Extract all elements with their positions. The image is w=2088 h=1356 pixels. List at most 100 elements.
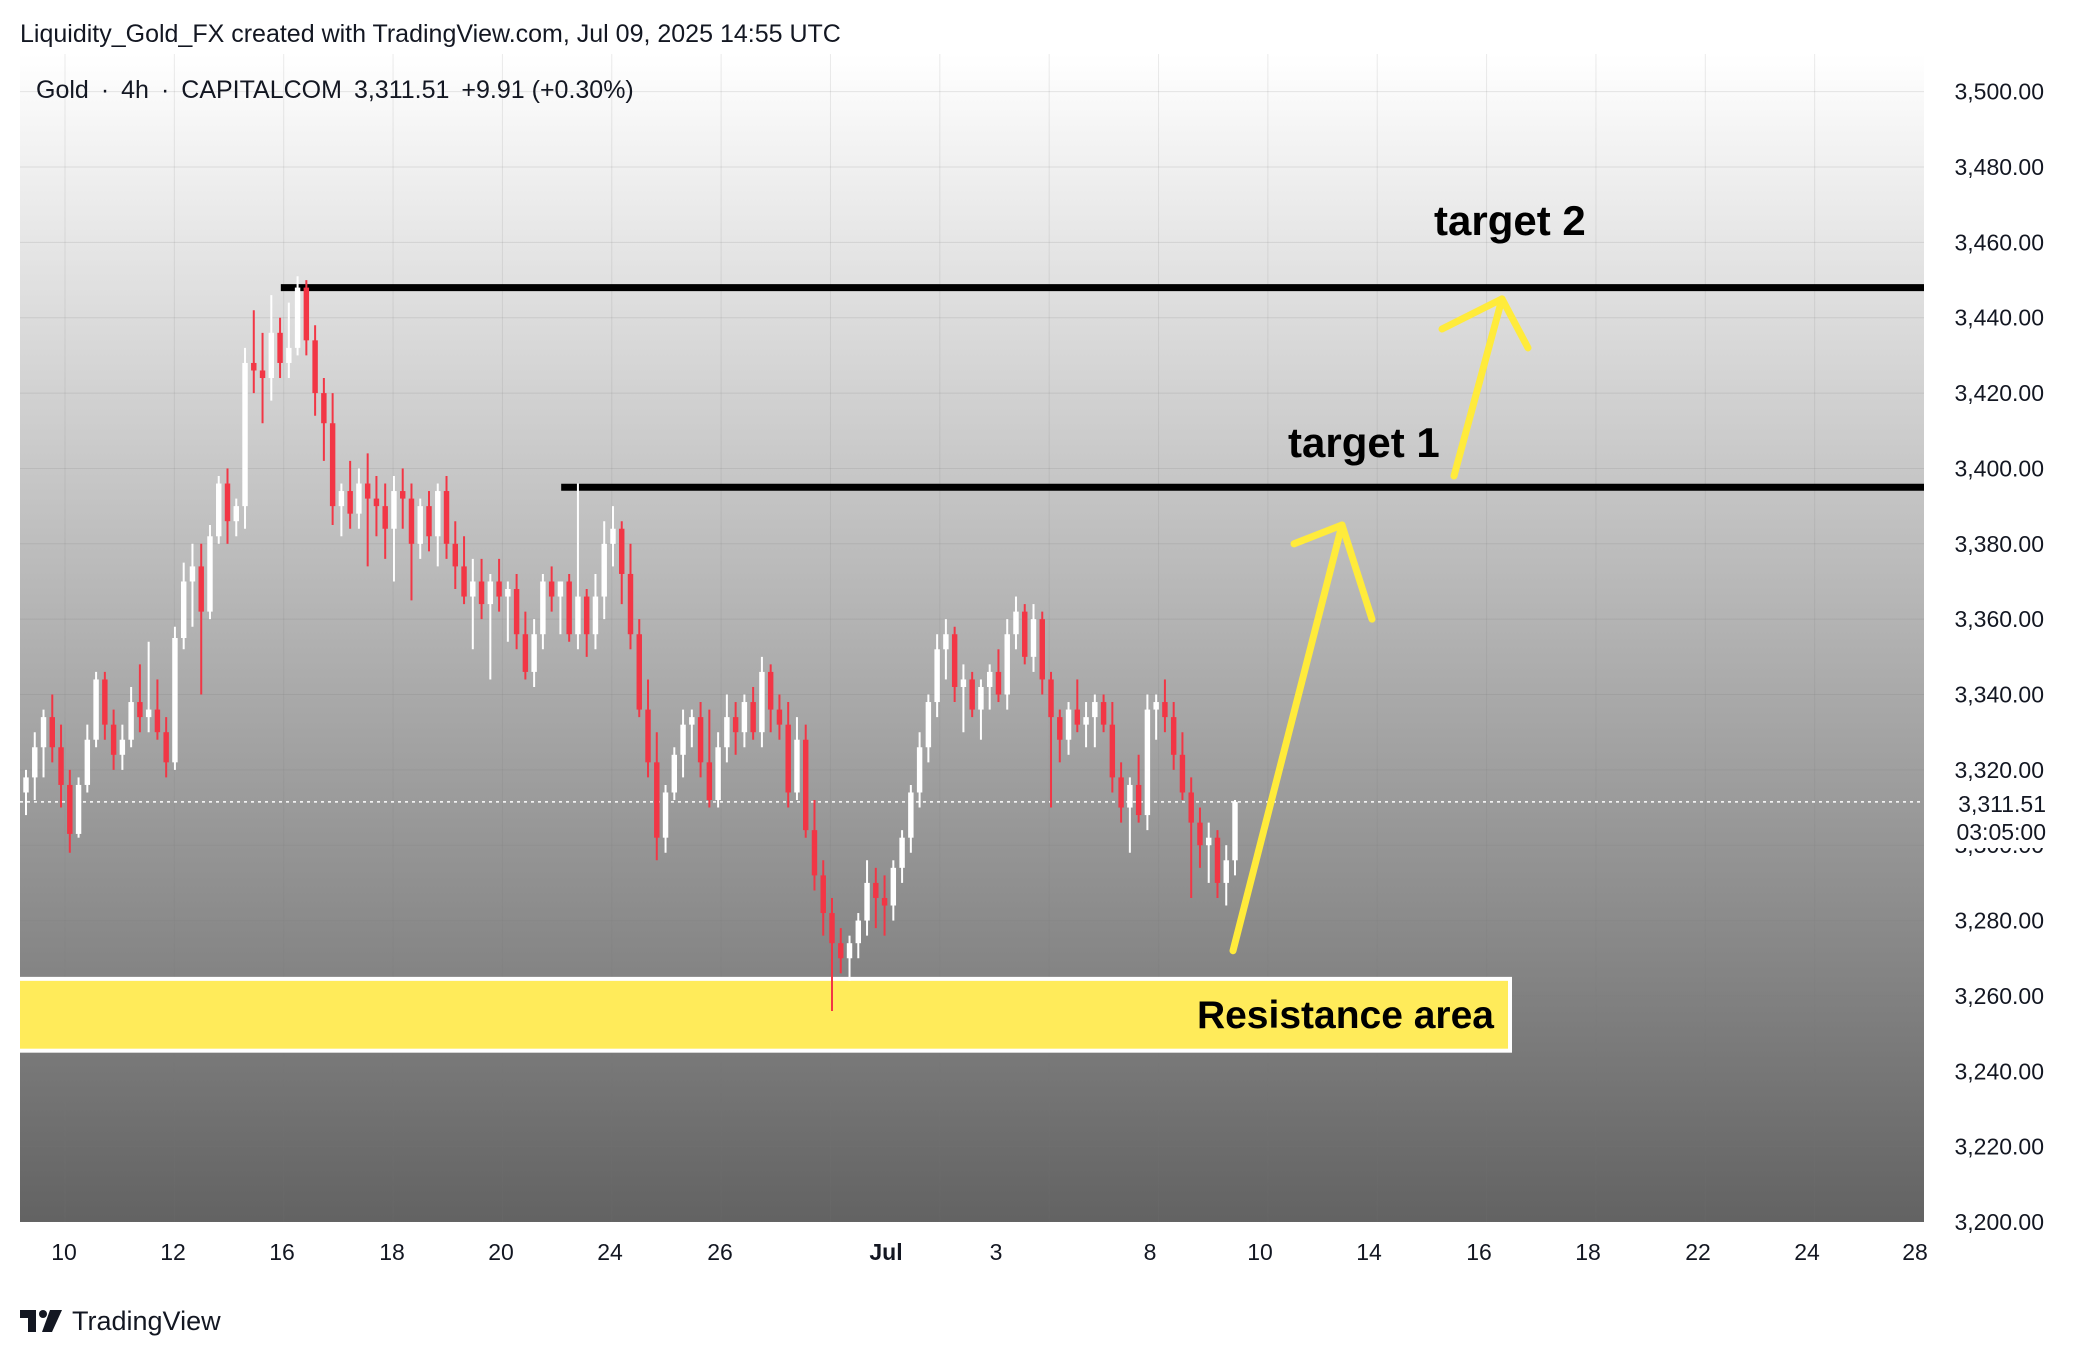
time-axis-label: 24: [597, 1239, 623, 1265]
arrows-layer: [1229, 295, 1532, 955]
candle-body: [145, 709, 152, 718]
candlestick-chart[interactable]: target 2 target 1 Resistance area 3,500.00…: [20, 54, 2068, 1286]
candle-body: [67, 784, 73, 834]
price-axis-label: 3,280.00: [1954, 908, 2044, 934]
symbol-separator: ·: [160, 76, 170, 104]
time-axis-label: 20: [488, 1239, 514, 1265]
time-axis-label: 16: [1466, 1239, 1492, 1265]
candle-body: [619, 528, 625, 574]
candle-body: [1214, 837, 1221, 883]
candle-body: [496, 581, 502, 597]
candle-body: [1179, 754, 1186, 793]
candle-body: [864, 882, 870, 921]
candle-body: [715, 747, 721, 801]
price-axis-background: [1924, 54, 2068, 1286]
time-axis-label: 14: [1356, 1239, 1382, 1265]
time-axis-label: 18: [1575, 1239, 1601, 1265]
candle-body: [1170, 717, 1177, 755]
candle-body: [400, 491, 406, 499]
candle-body: [478, 581, 485, 605]
candle-body: [662, 792, 669, 838]
candle-body: [102, 679, 108, 725]
candle-body: [1065, 709, 1072, 740]
candle-body: [32, 747, 38, 778]
candle-body: [785, 724, 791, 793]
upward-arrow-2-head: [1438, 295, 1532, 352]
candle-body: [391, 491, 397, 529]
candle-body: [242, 362, 248, 507]
candle-body: [1057, 717, 1063, 740]
candle-body: [198, 566, 204, 612]
candle-body: [1153, 702, 1159, 710]
candle-body: [49, 717, 55, 748]
candle-body: [1162, 702, 1168, 718]
candle-body: [268, 332, 275, 379]
chart-caption: Liquidity_Gold_FX created with TradingVi…: [20, 20, 841, 48]
time-axis-label: 3: [990, 1239, 1003, 1265]
candle-body: [592, 596, 599, 635]
time-axis[interactable]: 10 12 16 18 20 24 26 Jul 3 8 10 14 16 18 22 24 28: [20, 1222, 1928, 1286]
candle-body: [373, 498, 380, 507]
price-axis-label: 3,260.00: [1954, 983, 2044, 1009]
candle-body: [163, 732, 169, 763]
candle-body: [40, 717, 47, 748]
candle-body: [951, 634, 958, 687]
candle-body: [443, 491, 450, 544]
candle-body: [303, 287, 310, 341]
candle-body: [881, 897, 888, 906]
time-axis-label: 24: [1794, 1239, 1820, 1265]
candle-body: [487, 581, 494, 605]
time-axis-label: 18: [379, 1239, 405, 1265]
candle-body: [75, 784, 82, 834]
candle-body: [110, 724, 117, 755]
candle-body: [601, 543, 607, 597]
candle-body: [934, 649, 940, 703]
candle-body: [645, 709, 651, 763]
price-axis-label: 3,360.00: [1954, 606, 2044, 632]
upward-arrow-1-head: [1290, 521, 1376, 623]
candle-body: [1048, 679, 1054, 718]
time-axis-label: 10: [1247, 1239, 1273, 1265]
candle-body: [838, 943, 844, 959]
candle-body: [706, 762, 713, 801]
candle-body: [794, 739, 800, 793]
candle-body: [566, 581, 572, 635]
candle-body: [908, 792, 914, 838]
candle-body: [58, 747, 64, 785]
candle-body: [943, 634, 949, 650]
candle-body: [1118, 777, 1124, 808]
candle-body: [873, 882, 879, 898]
time-axis-label: 10: [51, 1239, 77, 1265]
price-axis-label: 3,200.00: [1954, 1209, 2044, 1235]
price-axis-label: 3,340.00: [1954, 682, 2044, 708]
candle-body: [767, 671, 774, 710]
price-axis[interactable]: 3,500.00 3,480.00 3,460.00 3,440.00 3,420.00…: [1954, 79, 2044, 1235]
candle-body: [1144, 709, 1151, 816]
candle-body: [759, 671, 765, 733]
candles-layer: [23, 276, 1238, 1012]
candle-body: [513, 589, 520, 635]
chart-frame[interactable]: target 2 target 1 Resistance area 3,500.00…: [20, 54, 2068, 1286]
resistance-zone-layer: [20, 976, 1512, 1053]
price-axis-label: 3,220.00: [1954, 1134, 2044, 1160]
price-axis-label: 3,440.00: [1954, 305, 2044, 331]
candle-body: [259, 370, 266, 379]
candle-body: [522, 634, 529, 672]
candle-body: [1188, 792, 1194, 823]
candle-body: [23, 777, 29, 793]
time-axis-label: 22: [1685, 1239, 1711, 1265]
candle-body: [557, 581, 564, 597]
time-axis-label: Jul: [869, 1239, 902, 1265]
candle-body: [1206, 837, 1212, 846]
symbol-price: 3,311.51: [353, 76, 450, 104]
candle-body: [1109, 724, 1116, 778]
candle-body: [1030, 619, 1037, 657]
candle-body: [1197, 822, 1203, 846]
candle-body: [233, 506, 239, 522]
candle-body: [461, 566, 467, 597]
candle-body: [435, 491, 441, 537]
candle-body: [548, 581, 555, 597]
tradingview-brand[interactable]: TradingView: [20, 1304, 221, 1338]
candle-body: [575, 596, 581, 635]
candle-body: [820, 875, 826, 914]
